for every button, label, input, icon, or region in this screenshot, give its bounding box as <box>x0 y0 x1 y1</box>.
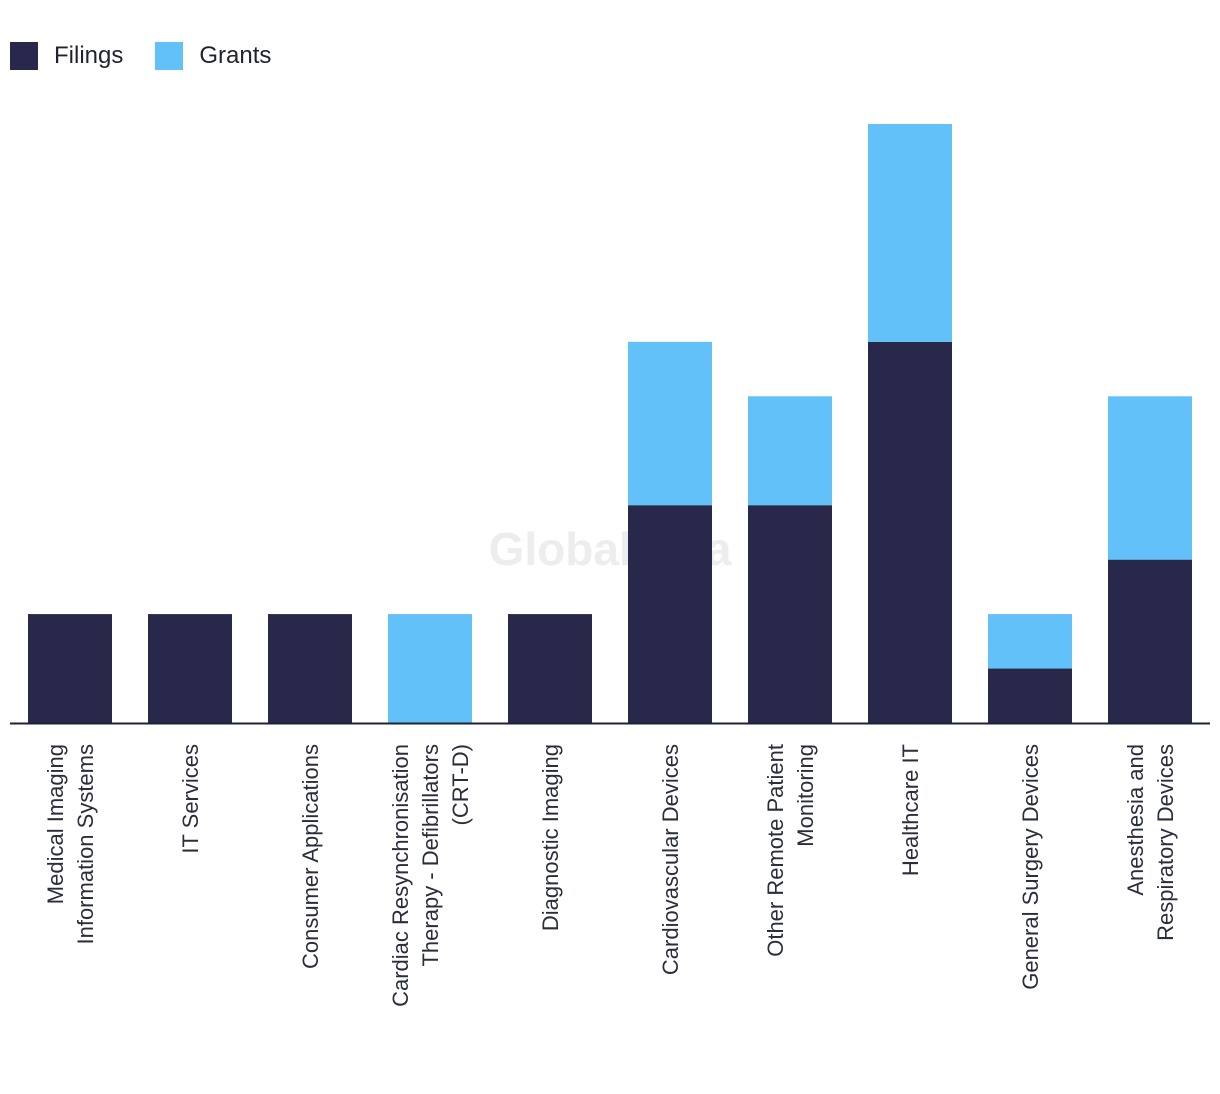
bar-filings-1 <box>148 614 232 723</box>
x-tick-label: Diagnostic Imaging <box>538 744 563 931</box>
legend-item-filings: Filings <box>10 42 123 70</box>
legend-label: Grants <box>199 42 272 69</box>
x-tick-label: Cardiovascular Devices <box>658 744 683 975</box>
x-tick-label-line: Monitoring <box>793 744 818 847</box>
x-tick-label-line: Therapy - Defibrillators <box>418 744 443 967</box>
x-tick-label-line: Respiratory Devices <box>1153 744 1178 941</box>
x-tick-label-line: Anesthesia and <box>1123 744 1148 896</box>
x-tick-label: Cardiac Resynchronisation Therapy - Defib… <box>388 744 473 1007</box>
legend: Filings Grants <box>10 42 303 70</box>
x-tick-label: Consumer Applications <box>298 744 323 969</box>
bar-grants-3 <box>388 614 472 723</box>
bar-filings-0 <box>28 614 112 723</box>
bar-filings-8 <box>988 668 1072 723</box>
x-tick-label-line: Information Systems <box>73 744 98 945</box>
x-tick-label-line: Diagnostic Imaging <box>538 744 563 931</box>
x-tick-label: Medical Imaging Information Systems <box>43 744 98 945</box>
bar-filings-9 <box>1108 559 1192 723</box>
bar-filings-7 <box>868 341 952 723</box>
bar-filings-6 <box>748 505 832 723</box>
x-tick-label: Anesthesia and Respiratory Devices <box>1123 744 1178 941</box>
legend-item-grants: Grants <box>155 42 271 70</box>
x-tick-label: IT Services <box>178 744 203 854</box>
bar-grants-8 <box>988 614 1072 669</box>
bar-grants-7 <box>868 124 952 342</box>
bar-grants-5 <box>628 341 712 506</box>
x-tick-label-line: Other Remote Patient <box>763 744 788 957</box>
x-tick-label: General Surgery Devices <box>1018 744 1043 990</box>
legend-label: Filings <box>54 42 124 69</box>
x-tick-label-line: General Surgery Devices <box>1018 744 1043 990</box>
bar-filings-4 <box>508 614 592 723</box>
x-tick-label-line: Cardiovascular Devices <box>658 744 683 975</box>
bar-filings-5 <box>628 505 712 723</box>
x-tick-label-line: Medical Imaging <box>43 744 68 904</box>
x-tick-label-line: (CRT-D) <box>448 744 473 825</box>
x-tick-label-line: IT Services <box>178 744 203 854</box>
bar-filings-2 <box>268 614 352 723</box>
x-tick-label-line: Healthcare IT <box>898 744 923 876</box>
bar-grants-6 <box>748 396 832 506</box>
x-tick-label-line: Cardiac Resynchronisation <box>388 744 413 1007</box>
legend-swatch-grants <box>155 42 184 70</box>
x-tick-label-line: Consumer Applications <box>298 744 323 969</box>
bar-grants-9 <box>1108 396 1192 560</box>
x-tick-label: Healthcare IT <box>898 744 923 876</box>
x-tick-label: Other Remote Patient Monitoring <box>763 744 818 957</box>
legend-swatch-filings <box>10 42 38 70</box>
